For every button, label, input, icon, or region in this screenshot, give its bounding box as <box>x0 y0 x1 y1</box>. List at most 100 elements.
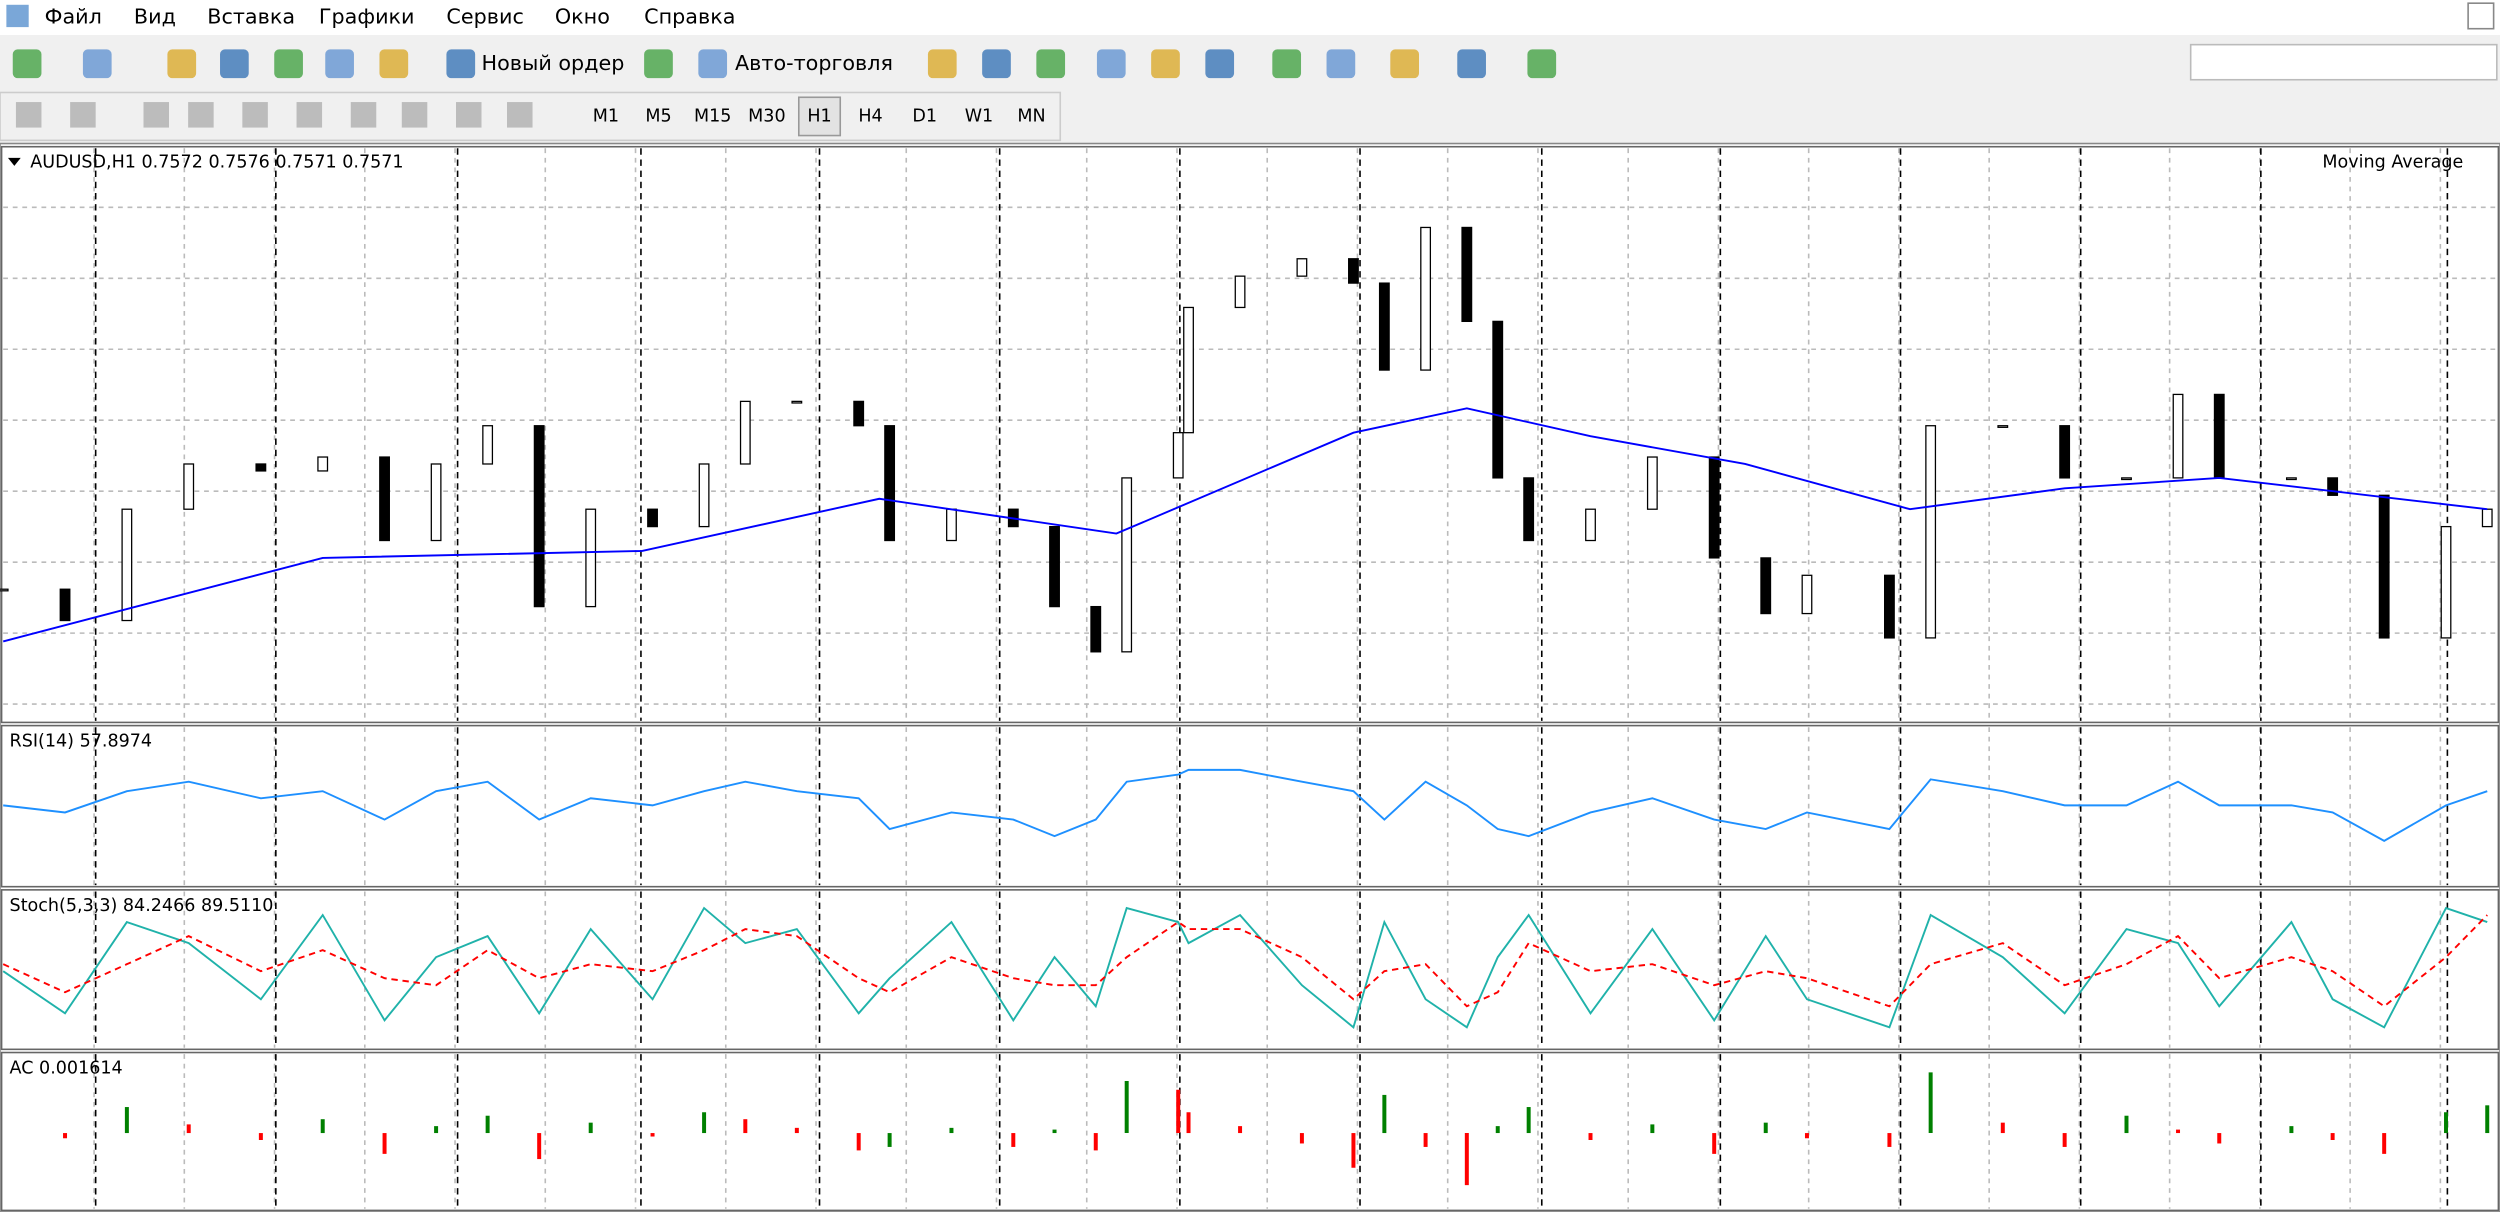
candle <box>1461 226 1473 323</box>
tool-button[interactable] <box>70 102 96 128</box>
candle <box>482 425 494 465</box>
toolbar-button[interactable] <box>1272 49 1302 79</box>
toolbar-button[interactable] <box>82 49 112 79</box>
toolbar-button[interactable] <box>1151 49 1180 79</box>
timeframe-button[interactable]: W1 <box>965 106 993 126</box>
tool-button[interactable] <box>507 102 533 128</box>
candle <box>2440 525 2452 639</box>
candle <box>2059 425 2071 479</box>
toolbar-button[interactable] <box>379 49 409 79</box>
toolbar-button[interactable] <box>927 49 957 79</box>
tool-button[interactable] <box>296 102 323 128</box>
candle <box>317 456 329 472</box>
menu-item[interactable]: Файл <box>45 5 102 29</box>
candle <box>884 425 896 542</box>
menu-item[interactable]: Справка <box>644 5 735 29</box>
candle <box>853 400 865 427</box>
tool-button[interactable] <box>15 102 42 128</box>
toolbar-button[interactable] <box>644 49 673 79</box>
toolbar-button[interactable] <box>1527 49 1557 79</box>
pane <box>0 145 2500 724</box>
toolbar-button[interactable] <box>1326 49 1356 79</box>
toolbar-button[interactable] <box>1205 49 1235 79</box>
pane-label: Stoch(5,3,3) 84.2466 89.5110 <box>10 896 274 916</box>
menu-item[interactable]: Вид <box>134 5 176 29</box>
toolbar-button[interactable] <box>167 49 197 79</box>
toolbar-button[interactable] <box>274 49 303 79</box>
candle <box>1585 508 1596 542</box>
candle <box>533 425 545 608</box>
timeframe-button[interactable]: M30 <box>748 106 785 126</box>
candle <box>2481 508 2493 528</box>
timeframe-button[interactable]: M5 <box>645 106 671 126</box>
candle <box>1348 258 1359 284</box>
candle <box>430 463 442 542</box>
toolbar-button[interactable] <box>446 49 476 79</box>
toolbar-button[interactable] <box>1036 49 1066 79</box>
toolbar-button[interactable] <box>1096 49 1126 79</box>
active-timeframe <box>797 96 842 137</box>
tool-button[interactable] <box>188 102 214 128</box>
candle <box>1523 477 1535 542</box>
toolbar-button[interactable] <box>325 49 354 79</box>
toolbar-label[interactable]: Новый ордер <box>482 51 625 75</box>
tool-button[interactable] <box>455 102 482 128</box>
tool-button[interactable] <box>242 102 268 128</box>
toolbar-label[interactable]: Авто-торговля <box>735 51 893 75</box>
tool-button[interactable] <box>401 102 428 128</box>
tool-button[interactable] <box>143 102 170 128</box>
candle <box>647 508 658 528</box>
candle <box>1172 432 1184 479</box>
restore-button[interactable] <box>2467 2 2495 30</box>
menu-item[interactable]: Графики <box>319 5 415 29</box>
candle <box>1183 306 1194 434</box>
menu-item[interactable]: Сервис <box>446 5 523 29</box>
candle <box>1121 477 1133 653</box>
toolbar-button[interactable] <box>12 49 42 79</box>
collapse-arrow[interactable] <box>7 157 21 166</box>
timeframe-button[interactable]: H1 <box>807 106 831 126</box>
candle <box>1049 525 1060 608</box>
candle <box>2213 393 2225 479</box>
toolbar-button[interactable] <box>1457 49 1486 79</box>
toolbar-button[interactable] <box>220 49 249 79</box>
candle <box>2121 477 2132 481</box>
candle <box>1378 282 1390 371</box>
search-box[interactable] <box>2189 43 2498 81</box>
timeframe-button[interactable]: H4 <box>858 106 882 126</box>
menu-item[interactable]: Вставка <box>207 5 295 29</box>
tool-button[interactable] <box>350 102 377 128</box>
candle <box>1420 226 1432 371</box>
timeframe-button[interactable]: M15 <box>694 106 731 126</box>
candle <box>1090 605 1102 653</box>
toolbar-icons <box>12 49 1557 137</box>
toolbar-button[interactable] <box>1390 49 1420 79</box>
candle <box>791 400 803 404</box>
pane-label: AUDUSD,H1 0.7572 0.7576 0.7571 0.7571 <box>30 153 403 173</box>
candle <box>255 463 267 472</box>
menu-item[interactable]: Окно <box>555 5 610 29</box>
candle <box>1234 275 1246 309</box>
candle <box>2378 494 2390 639</box>
timeframe-button[interactable]: D1 <box>912 106 937 126</box>
timeframe-button[interactable]: M1 <box>593 106 619 126</box>
menu-bar <box>0 0 2500 36</box>
candle <box>946 508 957 542</box>
candle <box>2172 393 2184 479</box>
candle <box>1492 320 1504 479</box>
moving-average-line <box>2 407 2488 643</box>
toolbar <box>0 35 2500 93</box>
candle <box>1296 258 1308 277</box>
timeframe-button[interactable]: MN <box>1017 106 1045 126</box>
toolbar-button[interactable] <box>698 49 728 79</box>
candle <box>183 463 195 510</box>
toolbar-button[interactable] <box>982 49 1011 79</box>
pane <box>0 1051 2500 1212</box>
indicator-line <box>2 914 2488 1008</box>
candle <box>0 588 9 592</box>
pane-label: AC 0.001614 <box>10 1058 123 1078</box>
indicator-line <box>2 906 2488 1029</box>
panes: Moving Average AUDUSD,H1 0.7572 0.7576 0.… <box>0 145 2500 1212</box>
candle <box>1760 557 1772 615</box>
